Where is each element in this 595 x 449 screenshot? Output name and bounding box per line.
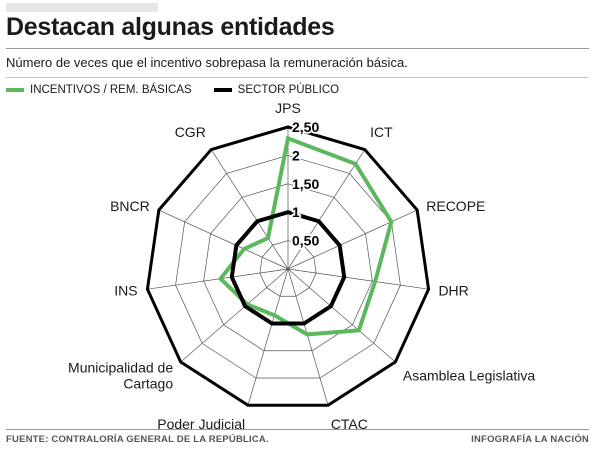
title-accent-bar: [6, 3, 158, 12]
grid-ring: [259, 240, 317, 297]
source-note: FUENTE: CONTRALORÍA GENERAL DE LA REPÚBL…: [6, 434, 269, 445]
chart-subtitle: Número de veces que el incentivo sobrepa…: [6, 55, 408, 70]
category-label-jps: JPS: [275, 100, 301, 116]
category-label-bncr: BNCR: [110, 198, 150, 214]
series-sector-publico-line: [229, 210, 347, 326]
spoke-bncr: [158, 209, 289, 270]
grid-outer-ring: [145, 125, 431, 407]
tick-label: 2: [292, 147, 300, 163]
category-label-poder-judicial: Poder Judicial: [157, 416, 245, 432]
tick-label: 1,50: [292, 176, 319, 192]
category-label-dhr: DHR: [438, 283, 468, 299]
credit-note: INFOGRAFÍA LA NACIÓN: [471, 434, 589, 445]
legend-label-sector-publico: SECTOR PÚBLICO: [237, 84, 340, 96]
title-divider: [6, 48, 589, 49]
legend: INCENTIVOS / REM. BÁSICAS SECTOR PÚBLICO: [6, 82, 361, 98]
category-label-recope: RECOPE: [426, 198, 485, 214]
legend-item-sector-publico: SECTOR PÚBLICO: [213, 84, 340, 96]
spoke-cgr: [210, 149, 289, 270]
legend-swatch-sector-publico: [213, 88, 232, 92]
spoke-ctac: [287, 268, 329, 406]
spoke-recope: [287, 209, 418, 270]
grid-ring: [203, 183, 373, 352]
category-label-ict: ICT: [370, 124, 393, 140]
chart-title: Destacan algunas entidades: [6, 13, 335, 41]
footer-divider: [6, 429, 589, 430]
spoke-dhr: [287, 268, 429, 290]
category-label-ctac: CTAC: [331, 416, 368, 432]
category-label-municipalidad-de-cartago: Municipalidad de Cartago: [68, 360, 173, 392]
legend-item-incentivos: INCENTIVOS / REM. BÁSICAS: [6, 84, 192, 96]
spoke-municipalidad-de-cartago: [180, 268, 289, 363]
category-label-asamblea-legislativa: Asamblea Legislativa: [403, 368, 536, 384]
spoke-ins: [147, 268, 289, 290]
tick-label: 2,50: [292, 119, 319, 135]
legend-swatch-incentivos: [6, 88, 24, 92]
legend-divider: [6, 77, 589, 78]
legend-label-incentivos: INCENTIVOS / REM. BÁSICAS: [30, 84, 192, 96]
spoke-ict: [287, 149, 366, 270]
spoke-asamblea-legislativa: [287, 268, 396, 363]
tick-label: 0,50: [292, 233, 319, 249]
category-label-cgr: CGR: [175, 124, 206, 140]
tick-label: 1: [292, 204, 300, 220]
spoke-poder-judicial: [247, 268, 289, 406]
category-label-ins: INS: [114, 283, 137, 299]
